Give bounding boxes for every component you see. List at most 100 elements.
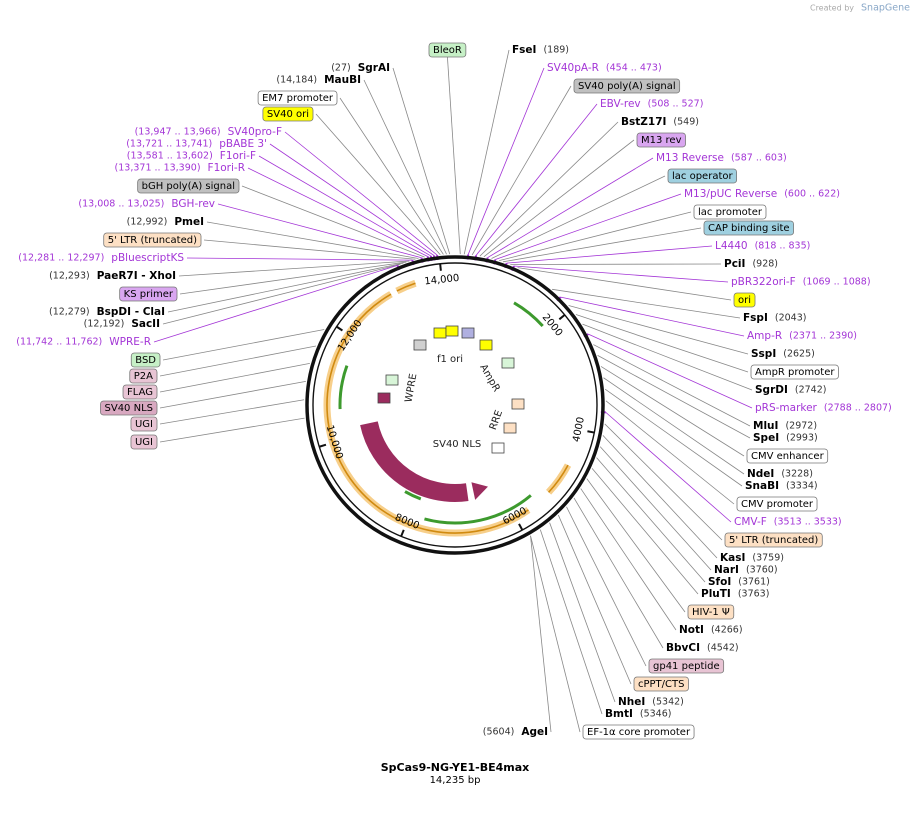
enzyme-site: (12,279) — [49, 307, 90, 318]
feature-box — [582, 724, 695, 740]
leader-line — [568, 305, 749, 355]
feature-label: HIV-1 Ψ — [692, 607, 730, 618]
leader-line — [586, 478, 686, 613]
primer-range: (12,281 .. 12,297) — [18, 253, 104, 264]
primer-name: F1ori-F — [220, 150, 256, 162]
leader-line — [392, 67, 451, 255]
feature-arc — [396, 282, 416, 292]
orf-arrow — [338, 365, 349, 410]
ring-tick — [558, 314, 566, 321]
feature-label: KS primer — [124, 289, 174, 300]
feature-name: f1 ori — [437, 354, 463, 365]
leader-line — [159, 362, 310, 393]
leader-line — [206, 221, 419, 259]
feature-block — [413, 339, 427, 351]
leader-line — [513, 265, 729, 283]
ring-tick — [587, 430, 595, 434]
orf-arrow — [404, 490, 422, 501]
ring-tick-label: 14,000 — [424, 273, 460, 288]
feature-label: UGI — [135, 437, 153, 448]
feature-box — [693, 204, 767, 220]
leader-line — [217, 203, 422, 259]
primer-name: M13/pUC Reverse — [684, 188, 777, 200]
backbone-outer — [305, 255, 605, 555]
feature-box — [724, 532, 823, 548]
enzyme-site: (14,184) — [276, 75, 317, 86]
feature-label: SV40 ori — [267, 109, 309, 120]
enzyme-name: MauBI — [324, 74, 361, 86]
leader-line — [483, 139, 635, 258]
leader-line — [600, 366, 745, 457]
leader-line — [363, 79, 447, 255]
primer-name: pRS-marker — [755, 402, 818, 414]
feature-label: UGI — [135, 419, 153, 430]
feature-label: SV40 poly(A) signal — [578, 81, 676, 92]
primer-name: L4440 — [715, 240, 748, 252]
leader-line — [604, 388, 743, 487]
ring-tick-label: 6000 — [501, 506, 529, 528]
primer-name: SV40pro-F — [228, 126, 282, 138]
feature-label: M13 rev — [641, 135, 682, 146]
primer-range: (11,742 .. 11,762) — [16, 337, 102, 348]
feature-block — [445, 325, 459, 337]
enzyme-site: (3759) — [752, 553, 784, 564]
feature-label: SV40 NLS — [105, 403, 154, 414]
feature-label: gp41 peptide — [653, 661, 720, 672]
feature-block — [491, 442, 505, 454]
primer-name: pBR322ori-F — [731, 276, 796, 288]
primer-range: (13,721 .. 13,741) — [126, 139, 212, 150]
leader-line — [517, 267, 732, 301]
primer-name: F1ori-R — [208, 162, 245, 174]
cas9-arrowhead — [471, 482, 488, 500]
leader-line — [153, 265, 398, 343]
feature-label: CMV enhancer — [751, 451, 825, 462]
feature-block — [461, 327, 475, 339]
enzyme-name: SpeI — [753, 432, 779, 444]
ring-tick-label: 10,000 — [324, 424, 345, 461]
feature-box — [746, 448, 829, 464]
ring-tick-label: 8000 — [393, 512, 421, 532]
ring-tick-label: 12,000 — [336, 318, 364, 353]
enzyme-name: BbvCI — [666, 642, 700, 654]
ring-tick — [518, 523, 524, 531]
feature-box — [103, 232, 202, 248]
feature-label: bGH poly(A) signal — [142, 181, 235, 192]
enzyme-site: (4266) — [711, 625, 743, 636]
primer-range: (508 .. 527) — [648, 99, 704, 110]
leader-line — [159, 380, 306, 409]
feature-block — [479, 339, 493, 351]
enzyme-name: SgrAI — [358, 62, 390, 74]
ring-tick — [318, 443, 327, 448]
leader-line — [258, 155, 432, 257]
enzyme-site: (12,192) — [84, 319, 125, 330]
leader-line — [573, 497, 664, 649]
leader-line — [603, 377, 745, 475]
feature-box — [687, 604, 735, 620]
enzyme-site: (3761) — [738, 577, 770, 588]
enzyme-site: (2972) — [785, 421, 817, 432]
leader-line — [479, 121, 619, 257]
primer-range: (2788 .. 2807) — [824, 403, 892, 414]
leader-line — [467, 67, 545, 255]
feature-box — [667, 168, 737, 184]
primer-name: WPRE-R — [109, 336, 151, 348]
enzyme-site: (3334) — [786, 481, 818, 492]
feature-label: ori — [738, 295, 751, 306]
enzyme-name: AgeI — [521, 726, 548, 738]
feature-name: SV40 NLS — [433, 439, 482, 450]
feature-box — [130, 416, 158, 432]
feature-label: lac promoter — [698, 207, 763, 218]
enzyme-name: PluTI — [701, 588, 731, 600]
leader-line — [588, 333, 753, 409]
enzyme-name: PmeI — [174, 216, 204, 228]
feature-block — [501, 357, 515, 369]
primer-name: pBluescriptKS — [111, 252, 184, 264]
leader-line — [597, 354, 751, 439]
enzyme-name: FspI — [743, 312, 768, 324]
ring-tick — [400, 529, 405, 537]
feature-box — [257, 90, 338, 106]
feature-box — [733, 292, 756, 308]
leader-line — [179, 261, 407, 295]
leader-line — [530, 535, 581, 733]
